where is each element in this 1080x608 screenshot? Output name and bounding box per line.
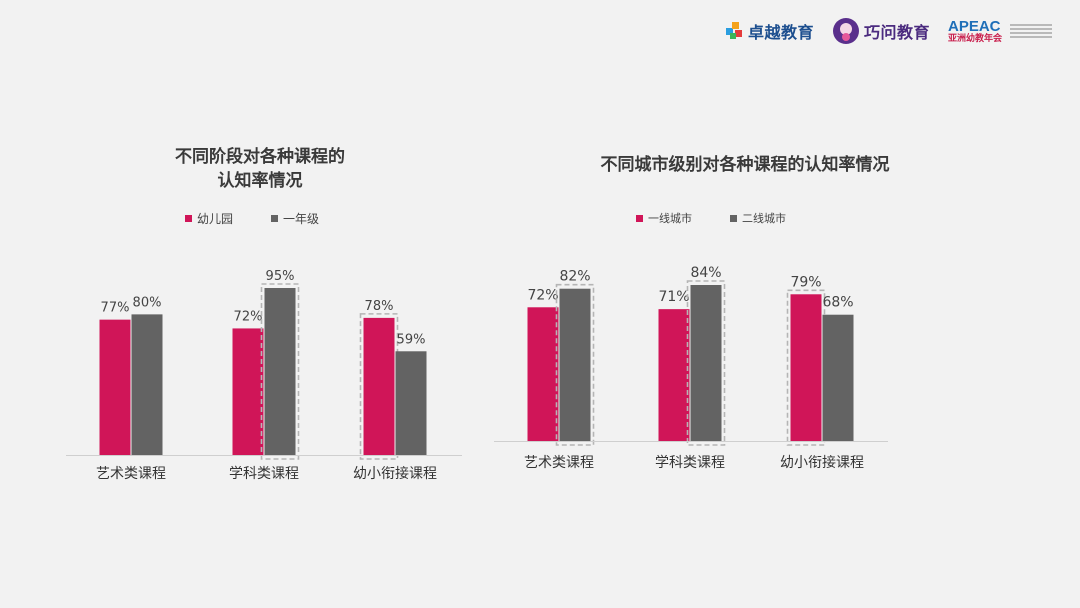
chart1-bar <box>264 288 296 455</box>
zhuoyue-logo-icon <box>725 22 742 39</box>
chart2-legend-item-1: 一线城市 <box>636 210 692 226</box>
apeac-logo-wordmark: APEAC <box>947 17 1001 35</box>
chart1-bar <box>363 317 395 455</box>
chart1-data-label: 95% <box>266 269 295 284</box>
chart2-category-label: 幼小衔接课程 <box>780 454 864 471</box>
chart2-bar <box>790 294 822 441</box>
chart1-bar <box>99 319 131 455</box>
chart2-data-label: 84% <box>690 265 721 281</box>
chart2-data-label: 72% <box>527 287 558 303</box>
chart1-legend-item-2: 一年级 <box>271 210 319 227</box>
chart1-data-label: 59% <box>397 332 426 347</box>
chart1-title-line1: 不同阶段对各种课程的 <box>175 147 345 167</box>
chart1-category-label: 艺术类课程 <box>96 466 166 482</box>
chart2-bar <box>559 288 591 441</box>
apeac-logo-subtext: 亚洲幼教年会 <box>947 33 1002 44</box>
chart1-data-label: 80% <box>133 295 162 310</box>
zhuoyue-logo: 卓越教育 <box>725 19 814 43</box>
chart2-highlight-box <box>686 280 726 446</box>
chart1-highlight-box <box>359 313 399 460</box>
apeac-logo-small-text <box>1010 24 1052 38</box>
chart1-data-label: 72% <box>234 309 263 324</box>
chart1-title-line2: 认知率情况 <box>217 171 303 191</box>
chart1-bar <box>131 314 163 455</box>
chart2-bar <box>527 307 559 441</box>
chart1-title: 不同阶段对各种课程的 认知率情况 <box>130 145 390 193</box>
qiaowen-logo-text: 巧问教育 <box>863 23 930 42</box>
chart2-data-label: 82% <box>559 269 590 285</box>
chart2-data-label: 68% <box>822 295 853 311</box>
chart2-highlight-box <box>555 283 595 446</box>
chart1-data-label: 78% <box>365 299 394 314</box>
chart1-bar <box>395 351 427 455</box>
chart2-data-label: 79% <box>790 274 821 290</box>
apeac-logo: APEAC 亚洲幼教年会 <box>948 19 1052 44</box>
qiaowen-logo: 巧问教育 <box>832 16 930 46</box>
chart1-data-label: 77% <box>101 301 130 316</box>
chart1-category-label: 学科类课程 <box>229 466 299 482</box>
logo-bar: 卓越教育 巧问教育 APEAC 亚洲幼教年会 <box>725 14 1052 48</box>
chart2-bar <box>690 285 722 441</box>
chart1-highlight-box <box>260 283 300 460</box>
chart1-bar <box>232 328 264 455</box>
qiaowen-logo-icon <box>832 18 859 44</box>
chart2-bar <box>658 309 690 441</box>
chart2-data-label: 71% <box>658 289 689 305</box>
chart2-legend-item-2: 二线城市 <box>730 210 786 226</box>
chart2-legend: 一线城市 二线城市 <box>636 210 824 226</box>
chart2-title: 不同城市级别对各种课程的认知率情况 <box>600 155 890 175</box>
chart1-legend: 幼儿园 一年级 <box>185 210 357 227</box>
chart2-category-label: 艺术类课程 <box>524 455 594 471</box>
chart1-legend-item-1: 幼儿园 <box>185 210 233 227</box>
chart2-category-label: 学科类课程 <box>655 455 725 471</box>
chart1-category-label: 幼小衔接课程 <box>353 465 437 482</box>
chart2-bar <box>822 314 854 441</box>
zhuoyue-logo-text: 卓越教育 <box>747 23 814 42</box>
